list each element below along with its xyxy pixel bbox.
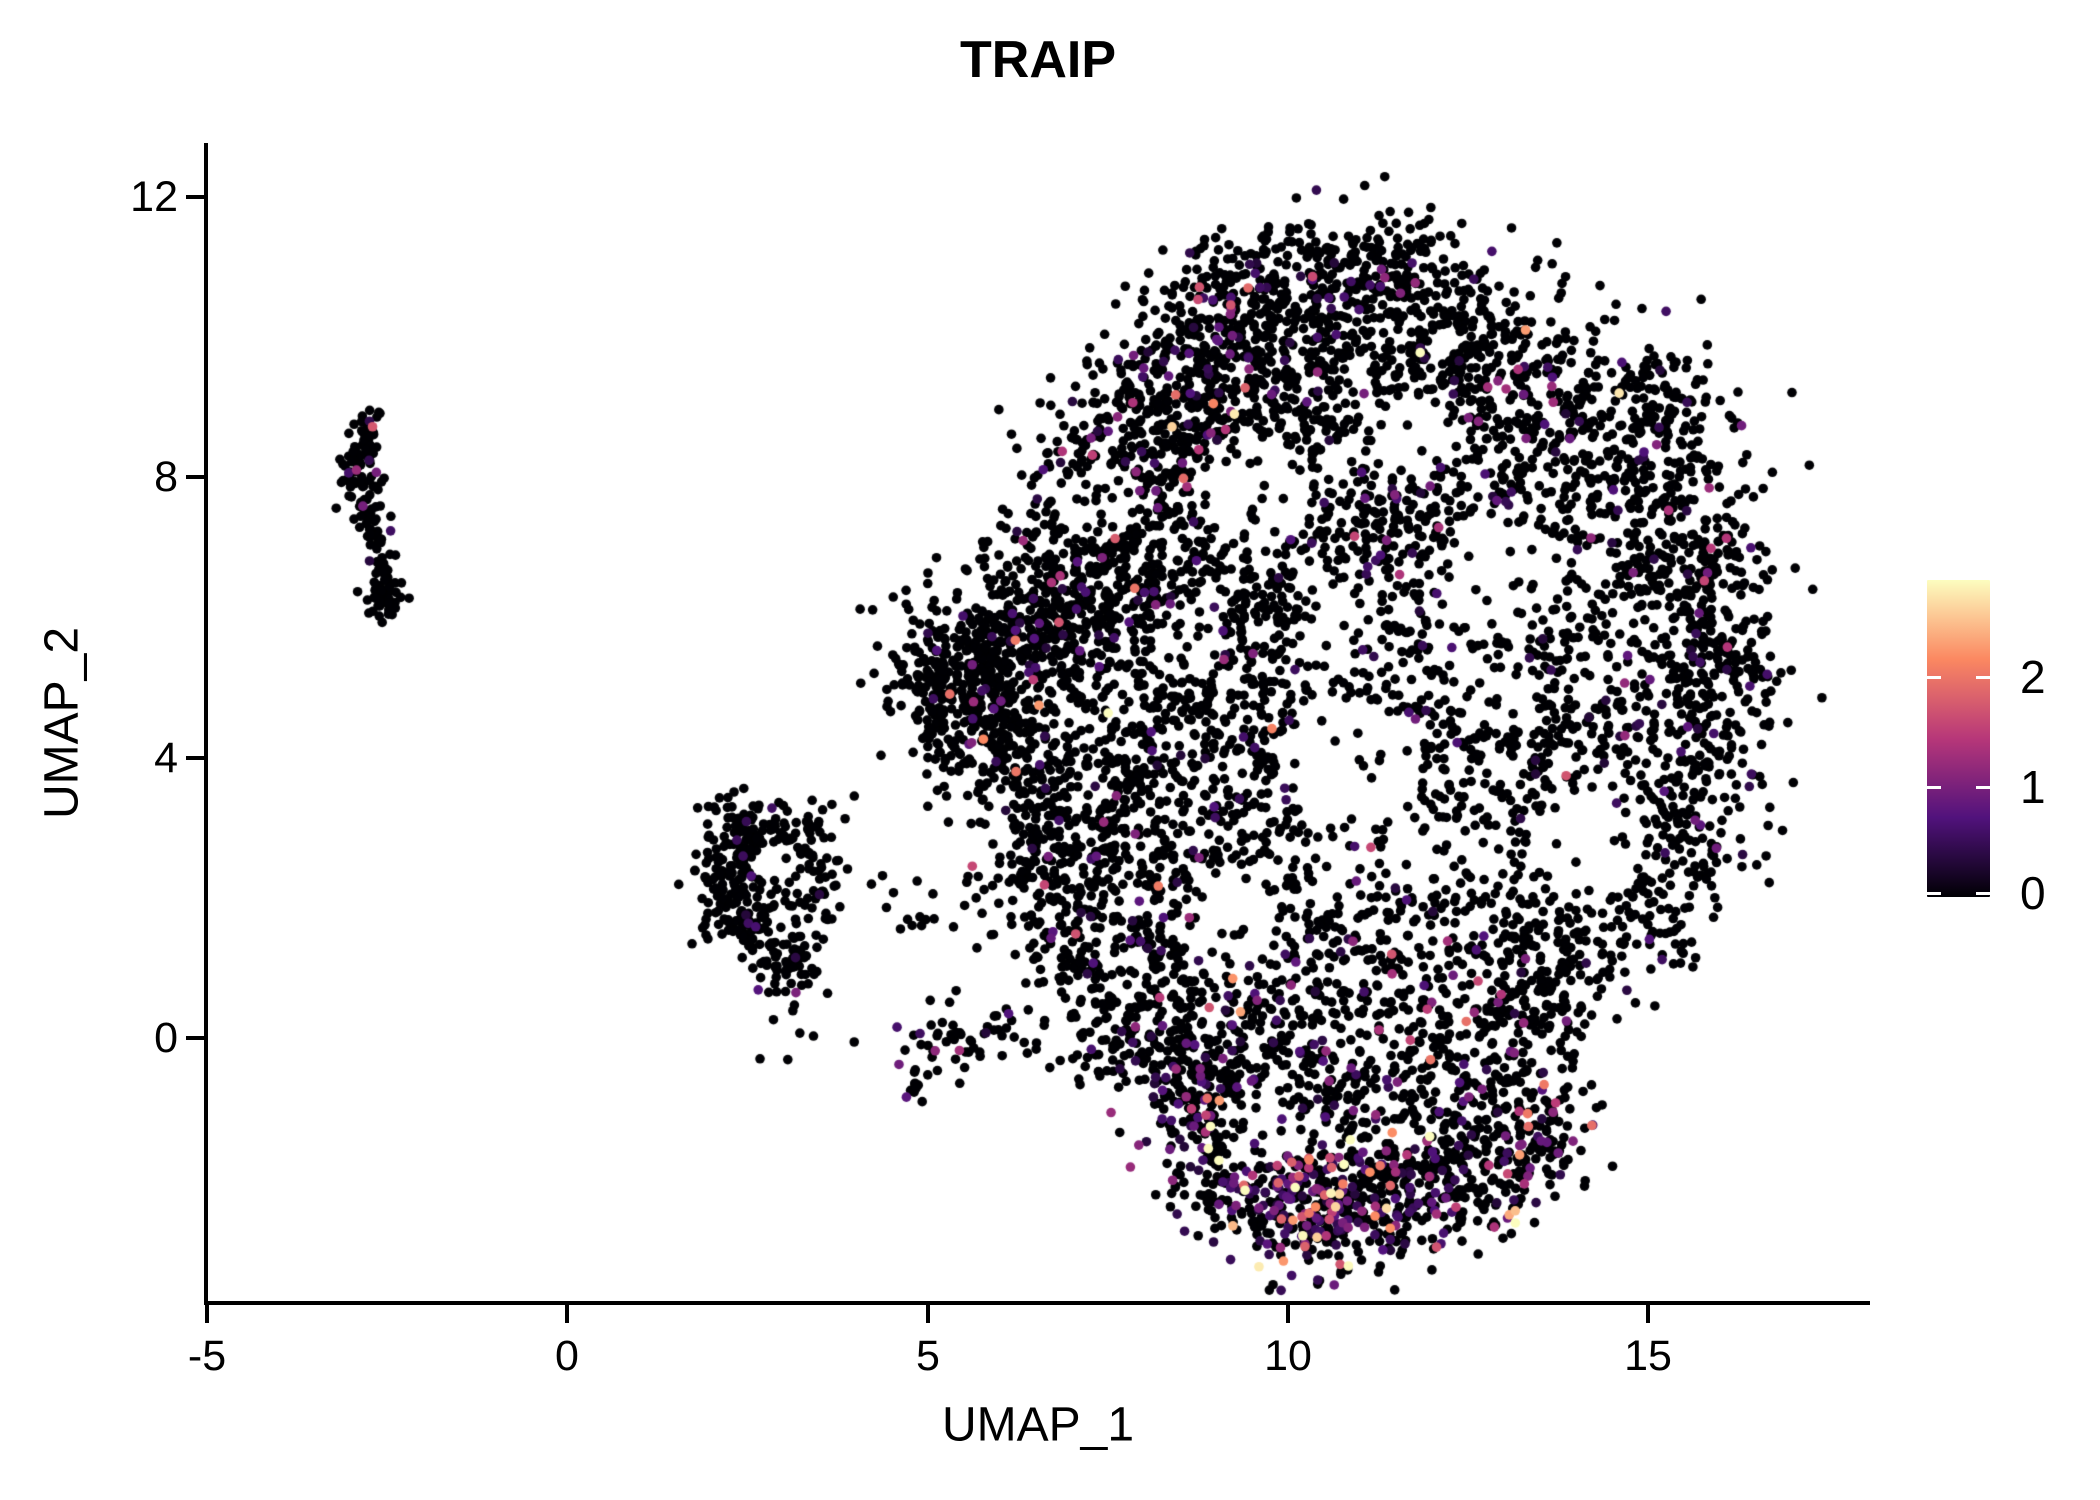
y-tick-label: 8 xyxy=(154,453,178,501)
y-tick-mark xyxy=(186,1036,204,1040)
x-tick-label: 0 xyxy=(555,1332,579,1380)
y-tick-mark xyxy=(186,756,204,760)
colorbar-tick-1 xyxy=(1927,786,1941,789)
x-tick-label: 15 xyxy=(1624,1332,1672,1380)
x-tick-mark xyxy=(205,1305,209,1323)
x-axis-label: UMAP_1 xyxy=(941,1398,1135,1452)
colorbar-tick-1 xyxy=(1976,786,1990,789)
y-tick-label: 12 xyxy=(130,173,178,221)
y-tick-label: 4 xyxy=(154,734,178,782)
y-axis-line xyxy=(204,143,208,1305)
colorbar-tick-0 xyxy=(1927,892,1941,895)
x-tick-mark xyxy=(1646,1305,1650,1323)
colorbar-tick-2 xyxy=(1927,676,1941,679)
colorbar-tick-2 xyxy=(1976,676,1990,679)
colorbar-tick-0 xyxy=(1976,892,1990,895)
y-tick-label: 0 xyxy=(154,1014,178,1062)
colorbar-label-2: 2 xyxy=(2020,651,2046,703)
colorbar-gradient xyxy=(1927,580,1990,897)
y-axis-label: UMAP_2 xyxy=(35,626,89,820)
colorbar-label-1: 1 xyxy=(2020,761,2046,813)
y-tick-mark xyxy=(186,195,204,199)
y-tick-mark xyxy=(186,475,204,479)
x-tick-label: 10 xyxy=(1264,1332,1312,1380)
colorbar-label-0: 0 xyxy=(2020,867,2046,919)
x-axis-line xyxy=(204,1301,1870,1305)
x-tick-label: 5 xyxy=(916,1332,940,1380)
x-tick-mark xyxy=(1286,1305,1290,1323)
x-tick-label: -5 xyxy=(187,1332,227,1380)
x-tick-mark xyxy=(926,1305,930,1323)
x-tick-mark xyxy=(565,1305,569,1323)
plot-title: TRAIP xyxy=(960,31,1116,89)
